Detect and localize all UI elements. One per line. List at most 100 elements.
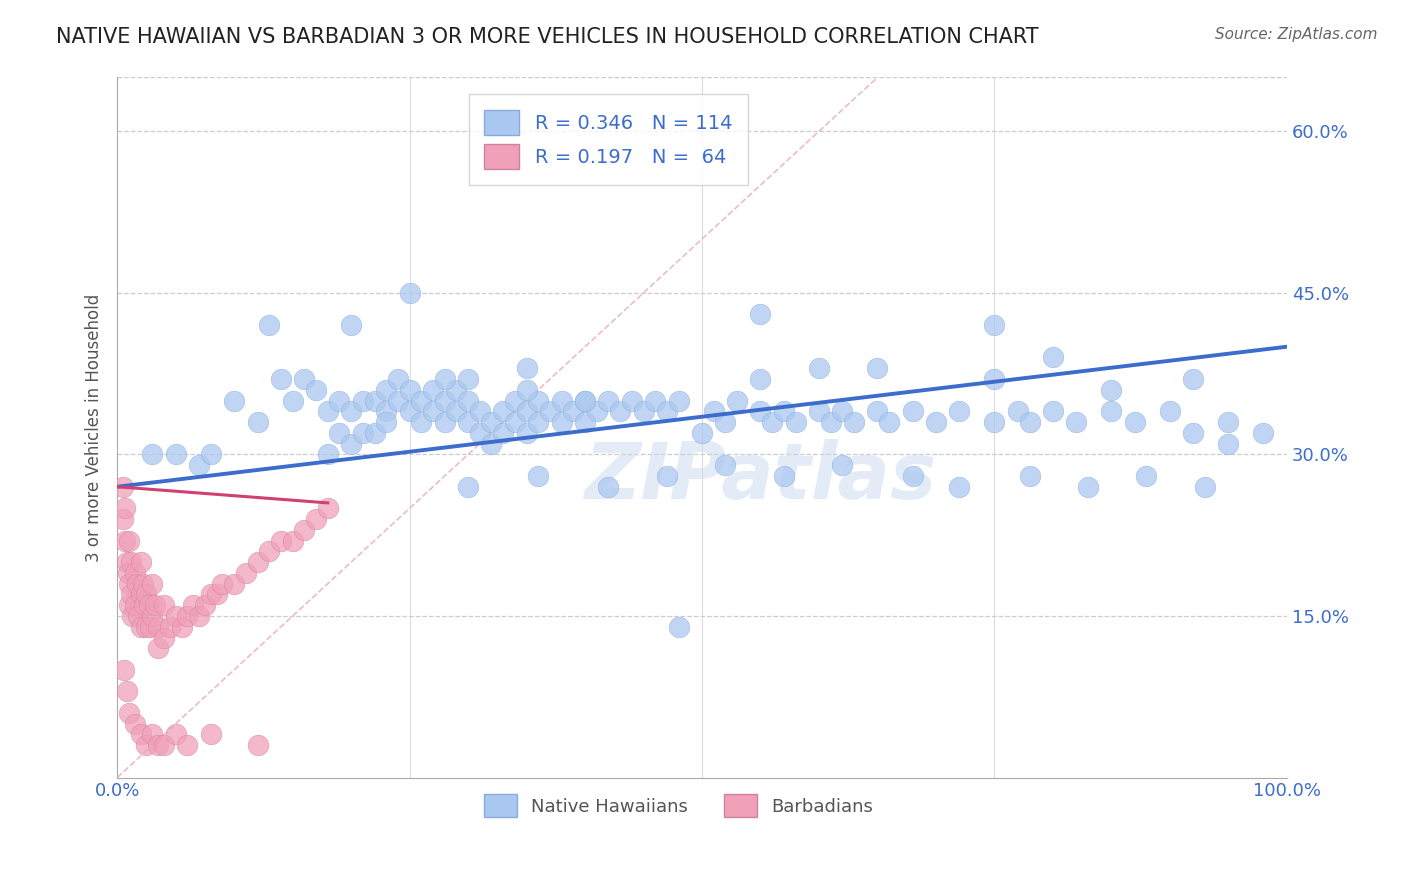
Point	[785, 415, 807, 429]
Point	[598, 480, 620, 494]
Point	[422, 383, 444, 397]
Point	[516, 425, 538, 440]
Point	[398, 404, 420, 418]
Point	[948, 404, 970, 418]
Point	[574, 415, 596, 429]
Point	[655, 404, 678, 418]
Point	[127, 609, 149, 624]
Y-axis label: 3 or more Vehicles in Household: 3 or more Vehicles in Household	[86, 293, 103, 562]
Point	[112, 480, 135, 494]
Point	[468, 404, 491, 418]
Point	[129, 555, 152, 569]
Point	[200, 727, 222, 741]
Point	[481, 415, 503, 429]
Point	[562, 404, 585, 418]
Point	[181, 599, 204, 613]
Point	[153, 631, 176, 645]
Point	[165, 609, 187, 624]
Point	[135, 738, 157, 752]
Point	[527, 469, 550, 483]
Point	[433, 393, 456, 408]
Point	[141, 727, 163, 741]
Point	[983, 372, 1005, 386]
Point	[585, 404, 607, 418]
Point	[141, 576, 163, 591]
Point	[1007, 404, 1029, 418]
Point	[124, 716, 146, 731]
Point	[1042, 404, 1064, 418]
Point	[146, 641, 169, 656]
Point	[398, 285, 420, 300]
Point	[328, 425, 350, 440]
Point	[550, 393, 572, 408]
Point	[257, 544, 280, 558]
Point	[609, 404, 631, 418]
Point	[538, 404, 561, 418]
Point	[516, 404, 538, 418]
Point	[352, 425, 374, 440]
Point	[205, 587, 228, 601]
Point	[138, 599, 160, 613]
Point	[492, 425, 515, 440]
Point	[117, 566, 139, 580]
Point	[120, 555, 142, 569]
Point	[1218, 415, 1240, 429]
Point	[1123, 415, 1146, 429]
Point	[457, 415, 479, 429]
Text: ZIPatlas: ZIPatlas	[585, 439, 936, 515]
Point	[141, 447, 163, 461]
Point	[411, 415, 433, 429]
Point	[200, 447, 222, 461]
Point	[132, 599, 155, 613]
Point	[387, 372, 409, 386]
Point	[1135, 469, 1157, 483]
Point	[281, 533, 304, 548]
Point	[446, 383, 468, 397]
Point	[281, 393, 304, 408]
Point	[773, 469, 796, 483]
Point	[246, 555, 269, 569]
Point	[901, 404, 924, 418]
Point	[1042, 351, 1064, 365]
Point	[1253, 425, 1275, 440]
Point	[120, 587, 142, 601]
Point	[188, 609, 211, 624]
Text: Source: ZipAtlas.com: Source: ZipAtlas.com	[1215, 27, 1378, 42]
Point	[340, 318, 363, 333]
Point	[446, 404, 468, 418]
Point	[115, 684, 138, 698]
Point	[165, 447, 187, 461]
Point	[550, 415, 572, 429]
Point	[749, 307, 772, 321]
Point	[292, 372, 315, 386]
Point	[135, 620, 157, 634]
Point	[842, 415, 865, 429]
Point	[115, 555, 138, 569]
Point	[1066, 415, 1088, 429]
Point	[176, 609, 198, 624]
Point	[831, 458, 853, 473]
Point	[457, 372, 479, 386]
Point	[1182, 372, 1205, 386]
Point	[574, 393, 596, 408]
Point	[714, 415, 737, 429]
Point	[132, 576, 155, 591]
Point	[224, 576, 246, 591]
Point	[492, 404, 515, 418]
Point	[457, 393, 479, 408]
Point	[153, 738, 176, 752]
Point	[118, 706, 141, 720]
Point	[118, 533, 141, 548]
Point	[141, 609, 163, 624]
Point	[112, 512, 135, 526]
Point	[574, 393, 596, 408]
Point	[224, 393, 246, 408]
Point	[363, 425, 385, 440]
Point	[411, 393, 433, 408]
Point	[807, 361, 830, 376]
Point	[761, 415, 783, 429]
Point	[644, 393, 666, 408]
Point	[468, 425, 491, 440]
Point	[866, 404, 889, 418]
Point	[433, 415, 456, 429]
